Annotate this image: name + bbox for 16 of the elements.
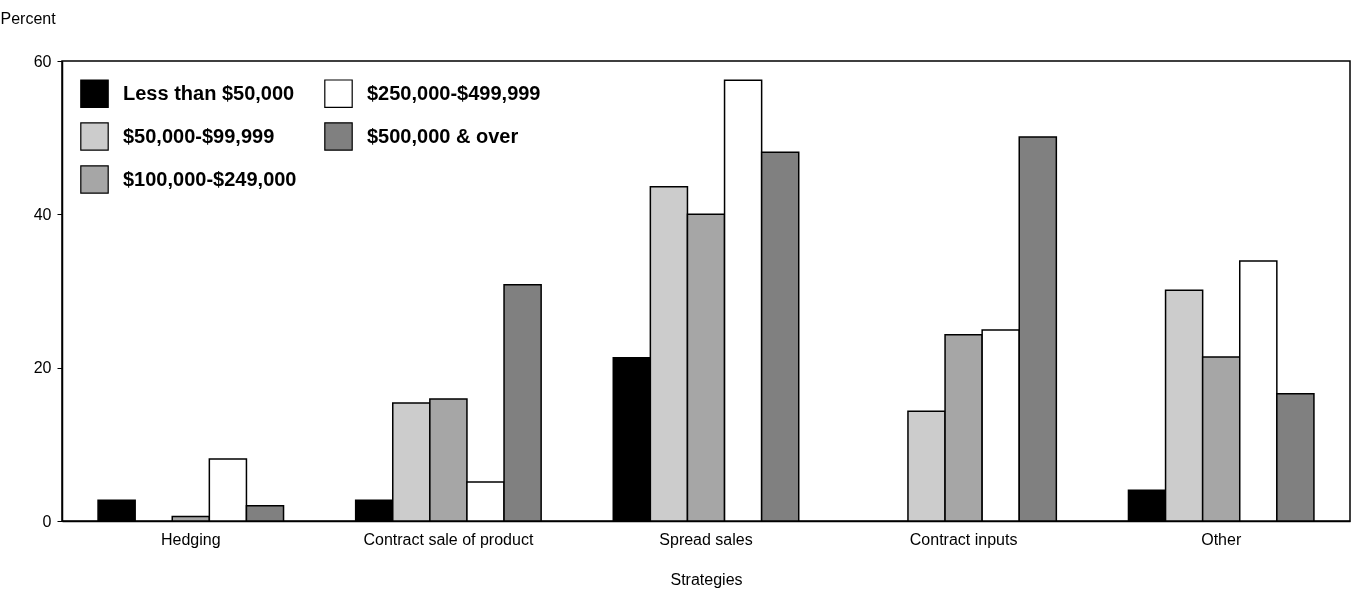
y-tick-label: 40	[33, 205, 52, 223]
y-axis-title: Percent	[0, 9, 57, 27]
y-tick-label: 0	[42, 512, 52, 530]
x-tick-label: Spread sales	[659, 530, 753, 548]
x-tick-label: Hedging	[161, 530, 221, 548]
y-tick-label: 60	[33, 52, 52, 70]
x-tick-label: Contract sale of product	[363, 530, 534, 548]
legend-label: $250,000-$499,999	[367, 81, 541, 104]
x-tick-label: Contract inputs	[909, 530, 1018, 548]
x-tick-label: Other	[1201, 530, 1242, 548]
y-tick-label: 20	[33, 359, 52, 377]
x-axis-title: Strategies	[670, 570, 743, 588]
legend-label: $500,000 & over	[367, 124, 519, 147]
legend-label: Less than $50,000	[123, 81, 295, 104]
legend-label: $50,000-$99,999	[123, 124, 275, 147]
legend-label: $100,000-$249,000	[123, 167, 297, 190]
